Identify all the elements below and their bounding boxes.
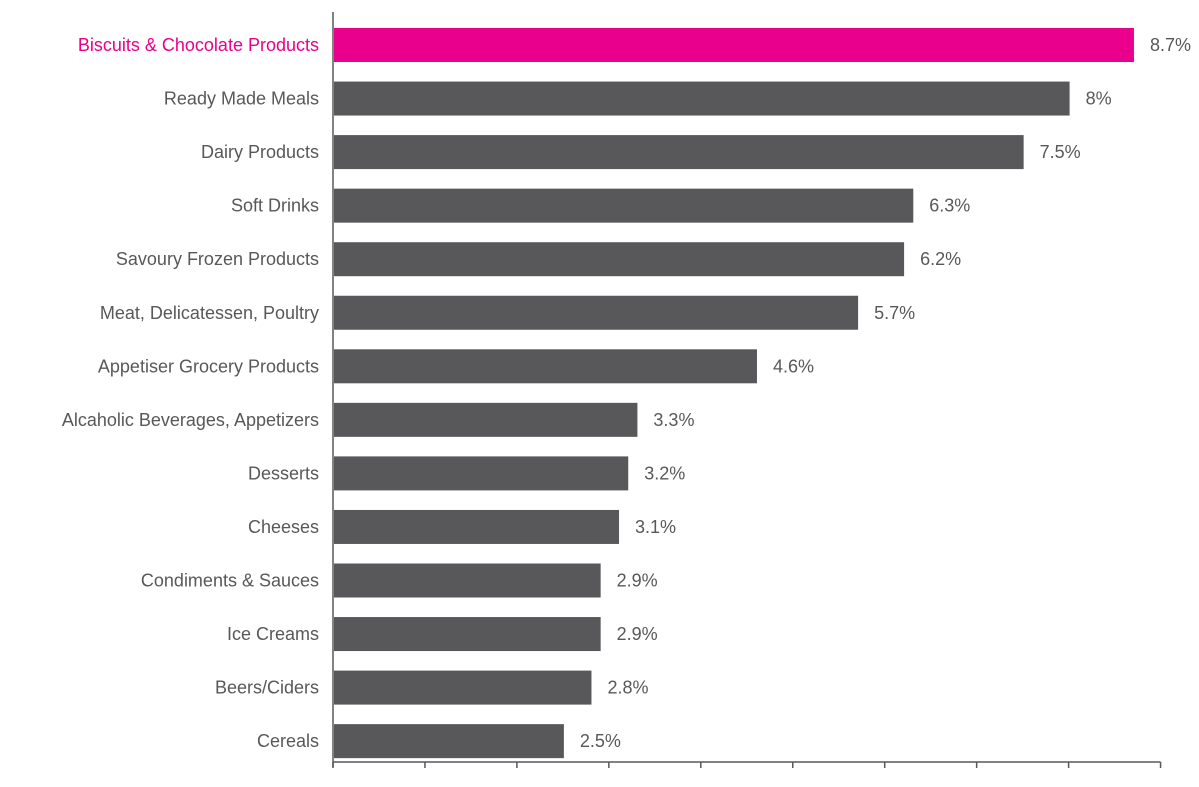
- category-label: Ready Made Meals: [164, 89, 319, 109]
- category-label: Cheeses: [248, 517, 319, 537]
- category-label: Beers/Ciders: [215, 678, 319, 698]
- bar: [334, 402, 638, 437]
- category-label: Condiments & Sauces: [141, 571, 319, 591]
- bar: [334, 617, 601, 652]
- chart-bars: [334, 28, 1134, 759]
- category-label: Biscuits & Chocolate Products: [78, 35, 319, 55]
- bar: [334, 670, 592, 705]
- value-label: 7.5%: [1040, 142, 1081, 162]
- category-label: Soft Drinks: [231, 196, 319, 216]
- bar: [334, 456, 629, 491]
- value-label: 6.2%: [920, 249, 961, 269]
- value-label: 2.8%: [607, 678, 648, 698]
- value-labels: 8.7% 8% 7.5% 6.3% 6.2% 5.7% 4.6% 3.3% 3.2% 3.1% 2.…: [580, 35, 1191, 751]
- value-label: 6.3%: [929, 196, 970, 216]
- category-label: Ice Creams: [227, 624, 319, 644]
- bar: [334, 563, 601, 598]
- bar: [334, 28, 1134, 62]
- value-label: 8.7%: [1150, 35, 1191, 55]
- category-label: Savoury Frozen Products: [116, 249, 319, 269]
- category-label: Appetiser Grocery Products: [98, 356, 319, 376]
- value-label: 8%: [1086, 89, 1112, 109]
- category-label: Meat, Delicatessen, Poultry: [100, 303, 319, 323]
- value-label: 2.9%: [617, 571, 658, 591]
- value-label: 4.6%: [773, 356, 814, 376]
- bar: [334, 188, 914, 223]
- category-label: Alcaholic Beverages, Appetizers: [62, 410, 319, 430]
- bar: [334, 81, 1070, 116]
- chart-axes: [332, 12, 1162, 768]
- value-label: 3.3%: [653, 410, 694, 430]
- value-label: 3.2%: [644, 463, 685, 483]
- value-label: 2.5%: [580, 731, 621, 751]
- value-label: 3.1%: [635, 517, 676, 537]
- bar: [334, 724, 564, 759]
- bar: [334, 349, 757, 384]
- bar: [334, 295, 859, 330]
- value-label: 5.7%: [874, 303, 915, 323]
- category-labels: Biscuits & Chocolate Products Ready Made …: [62, 35, 319, 751]
- value-label: 2.9%: [617, 624, 658, 644]
- category-label: Desserts: [248, 463, 319, 483]
- bar: [334, 242, 905, 277]
- category-label: Dairy Products: [201, 142, 319, 162]
- bar: [334, 509, 620, 544]
- bar: [334, 135, 1024, 170]
- category-label: Cereals: [257, 731, 319, 751]
